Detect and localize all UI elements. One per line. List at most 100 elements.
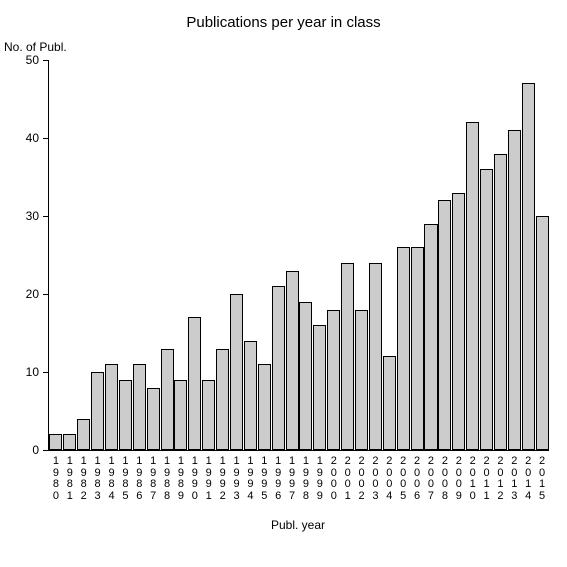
bar xyxy=(327,310,340,450)
xtick-label: 1 9 8 4 xyxy=(106,456,117,502)
bar xyxy=(147,388,160,450)
xtick-label: 2 0 0 0 xyxy=(328,456,339,502)
xtick-label: 2 0 0 4 xyxy=(384,456,395,502)
bar-slot: 1 9 8 3 xyxy=(91,60,105,450)
xtick-label: 1 9 8 2 xyxy=(78,456,89,502)
bar-slot: 1 9 9 4 xyxy=(243,60,257,450)
ytick-label: 50 xyxy=(26,53,39,67)
bar xyxy=(508,130,521,450)
ytick-mark xyxy=(43,138,49,139)
bar-slot: 2 0 0 2 xyxy=(355,60,369,450)
bar-slot: 1 9 9 1 xyxy=(202,60,216,450)
bar xyxy=(424,224,437,450)
bar xyxy=(494,154,507,450)
bar-slot: 2 0 1 4 xyxy=(521,60,535,450)
xtick-label: 1 9 8 0 xyxy=(50,456,61,502)
bar-slot: 2 0 0 0 xyxy=(327,60,341,450)
bar xyxy=(369,263,382,450)
bar xyxy=(119,380,132,450)
bar-slot: 1 9 8 6 xyxy=(132,60,146,450)
bar-slot: 1 9 9 6 xyxy=(271,60,285,450)
bar-slot: 1 9 9 7 xyxy=(285,60,299,450)
bars-group: 1 9 8 01 9 8 11 9 8 21 9 8 31 9 8 41 9 8… xyxy=(49,60,549,450)
xtick-label: 2 0 0 9 xyxy=(453,456,464,502)
xtick-label: 2 0 0 5 xyxy=(398,456,409,502)
bar xyxy=(202,380,215,450)
bar xyxy=(397,247,410,450)
xtick-label: 2 0 1 2 xyxy=(495,456,506,502)
bar xyxy=(411,247,424,450)
bar-slot: 2 0 0 1 xyxy=(341,60,355,450)
y-axis-label: No. of Publ. xyxy=(4,40,67,54)
bar-slot: 2 0 0 7 xyxy=(424,60,438,450)
bar-slot: 1 9 9 8 xyxy=(299,60,313,450)
bar-slot: 2 0 1 3 xyxy=(507,60,521,450)
bar-slot: 2 0 0 6 xyxy=(410,60,424,450)
xtick-label: 1 9 9 3 xyxy=(231,456,242,502)
bar-slot: 1 9 8 1 xyxy=(63,60,77,450)
bar xyxy=(383,356,396,450)
xtick-label: 2 0 0 1 xyxy=(342,456,353,502)
bar-slot: 2 0 1 0 xyxy=(466,60,480,450)
xtick-label: 1 9 9 2 xyxy=(217,456,228,502)
bar-slot: 2 0 0 5 xyxy=(396,60,410,450)
ytick-mark xyxy=(43,450,49,451)
chart-title: Publications per year in class xyxy=(0,14,567,31)
bar xyxy=(188,317,201,450)
bar xyxy=(216,349,229,450)
bar-slot: 2 0 1 2 xyxy=(494,60,508,450)
bar xyxy=(438,200,451,450)
xtick-label: 1 9 8 9 xyxy=(175,456,186,502)
xtick-label: 2 0 1 5 xyxy=(537,456,548,502)
xtick-label: 2 0 0 7 xyxy=(425,456,436,502)
bar-slot: 2 0 0 4 xyxy=(382,60,396,450)
xtick-label: 1 9 8 5 xyxy=(120,456,131,502)
chart-container: Publications per year in class No. of Pu… xyxy=(0,0,567,567)
bar-slot: 1 9 8 8 xyxy=(160,60,174,450)
bar-slot: 1 9 9 2 xyxy=(216,60,230,450)
bar xyxy=(522,83,535,450)
bar-slot: 1 9 8 0 xyxy=(49,60,63,450)
bar-slot: 1 9 8 9 xyxy=(174,60,188,450)
ytick-mark xyxy=(43,216,49,217)
bar xyxy=(480,169,493,450)
xtick-label: 2 0 0 8 xyxy=(439,456,450,502)
bar-slot: 1 9 8 5 xyxy=(118,60,132,450)
bar xyxy=(258,364,271,450)
ytick-label: 40 xyxy=(26,131,39,145)
xtick-label: 2 0 0 6 xyxy=(412,456,423,502)
bar xyxy=(49,434,62,450)
ytick-label: 0 xyxy=(32,443,39,457)
bar-slot: 1 9 8 7 xyxy=(146,60,160,450)
xtick-label: 1 9 8 8 xyxy=(162,456,173,502)
xtick-label: 1 9 9 8 xyxy=(300,456,311,502)
bar-slot: 1 9 9 0 xyxy=(188,60,202,450)
bar-slot: 1 9 9 9 xyxy=(313,60,327,450)
bar xyxy=(299,302,312,450)
xtick-label: 2 0 1 0 xyxy=(467,456,478,502)
xtick-label: 1 9 8 3 xyxy=(92,456,103,502)
bar xyxy=(286,271,299,450)
bar-slot: 2 0 0 3 xyxy=(368,60,382,450)
bar-slot: 1 9 9 3 xyxy=(230,60,244,450)
bar xyxy=(466,122,479,450)
ytick-mark xyxy=(43,372,49,373)
bar xyxy=(91,372,104,450)
xtick-label: 1 9 9 9 xyxy=(314,456,325,502)
bar xyxy=(355,310,368,450)
bar xyxy=(63,434,76,450)
xtick-label: 1 9 8 1 xyxy=(64,456,75,502)
bar xyxy=(341,263,354,450)
bar-slot: 2 0 1 5 xyxy=(535,60,549,450)
ytick-label: 30 xyxy=(26,209,39,223)
bar xyxy=(536,216,549,450)
bar xyxy=(174,380,187,450)
xtick-label: 1 9 9 5 xyxy=(259,456,270,502)
ytick-label: 10 xyxy=(26,365,39,379)
xtick-label: 1 9 9 4 xyxy=(245,456,256,502)
bar xyxy=(230,294,243,450)
bar xyxy=(133,364,146,450)
xtick-label: 1 9 9 1 xyxy=(203,456,214,502)
xtick-label: 2 0 1 3 xyxy=(509,456,520,502)
ytick-mark xyxy=(43,60,49,61)
